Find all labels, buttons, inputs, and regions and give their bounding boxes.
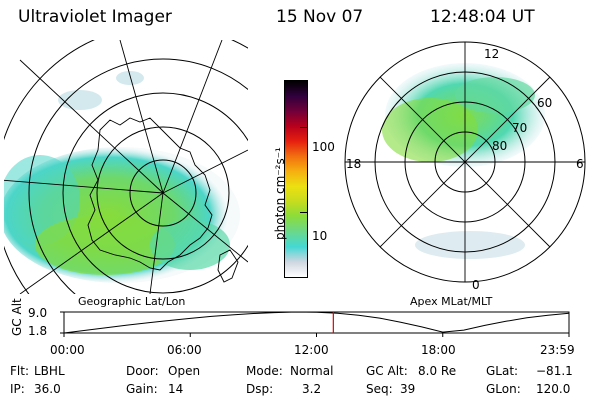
colorbar-tick-mark (300, 212, 308, 214)
ip-value: 36.0 (34, 382, 61, 396)
mlt-label-left: 18 (346, 157, 362, 171)
gain-value: 14 (168, 382, 184, 396)
time-label: 12:48:04 UT (430, 7, 535, 27)
chart-xtick: 12:00 (294, 343, 329, 357)
mlat-label-80: 80 (492, 139, 508, 153)
gcalt-value: 8.0 Re (418, 364, 457, 378)
mlt-label-right: 6 (576, 157, 584, 171)
chart-xtick: 06:00 (167, 343, 202, 357)
meridians (4, 40, 248, 294)
dsp-value: 3.2 (302, 382, 322, 396)
mlt-meridians (345, 42, 585, 282)
chart-ytick: 1.8 (28, 324, 48, 338)
flt-value: LBHL (34, 364, 65, 378)
flt-label: Flt: (10, 364, 29, 378)
colorbar-tick-mark (300, 126, 308, 128)
seq-label: Seq: (366, 382, 393, 396)
glon-label: GLon: (486, 382, 521, 396)
right-emission-upper (455, 77, 535, 113)
dsp-label: Dsp: (246, 382, 274, 396)
gain-label: Gain: (126, 382, 158, 396)
chart-xtick: 23:59 (540, 343, 575, 357)
mlt-label-top: 12 (484, 47, 500, 61)
left-map-content (4, 40, 248, 294)
instrument-title: Ultraviolet Imager (18, 7, 172, 27)
door-value: Open (168, 364, 201, 378)
glat-label: GLat: (486, 364, 519, 378)
gcalt-label: GC Alt: (366, 364, 408, 378)
door-label: Door: (126, 364, 159, 378)
colorbar-tick-label: 10 (312, 229, 328, 243)
right-emission-core (382, 98, 478, 162)
coastline-island (217, 249, 239, 283)
right-emission-faint (415, 231, 525, 259)
chart-xtick: 18:00 (421, 343, 456, 357)
colorbar-tick-label: 100 (312, 140, 335, 154)
coastline (87, 117, 213, 271)
glat-value: −81.1 (536, 364, 573, 378)
ip-label: IP: (10, 382, 25, 396)
colorbar (284, 80, 308, 278)
chart-ylabel: GC Alt (10, 298, 24, 336)
left-map-caption: Geographic Lat/Lon (78, 295, 186, 308)
mlat-label-70: 70 (512, 121, 528, 135)
right-map-caption: Apex MLat/MLT (410, 295, 493, 308)
chart-ytick: 9.0 (28, 306, 48, 320)
chart-frame (63, 311, 570, 334)
glon-value: 120.0 (536, 382, 571, 396)
chart-xtick: 00:00 (50, 343, 85, 357)
seq-value: 39 (400, 382, 416, 396)
date-label: 15 Nov 07 (276, 7, 364, 27)
left-emission-patch (116, 71, 144, 85)
latitude-circles (4, 40, 248, 294)
mode-label: Mode: (246, 364, 283, 378)
altitude-series-line (63, 311, 570, 334)
mlt-label-bottom: 0 (472, 278, 480, 292)
mlat-label-60: 60 (537, 96, 553, 110)
mode-value: Normal (290, 364, 334, 378)
